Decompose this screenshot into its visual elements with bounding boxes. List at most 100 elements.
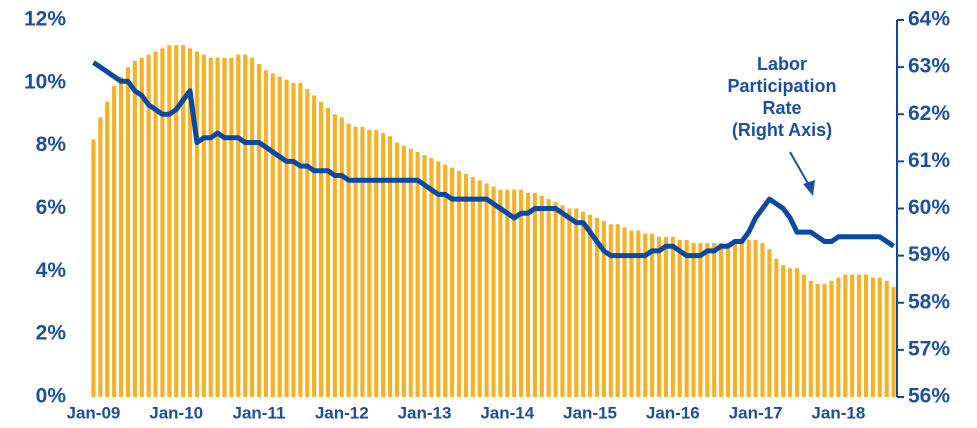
bar <box>112 85 117 397</box>
x-tick-label: Jan-17 <box>729 403 783 422</box>
bar <box>263 70 268 398</box>
bar <box>525 192 531 397</box>
line <box>91 60 896 259</box>
bar <box>622 227 627 397</box>
bar <box>456 170 462 397</box>
bar <box>781 265 786 397</box>
bar <box>381 133 386 397</box>
y2-tick-label: 62% <box>908 102 950 125</box>
y-tick-label: 4% <box>36 259 67 282</box>
bar <box>822 283 827 397</box>
bar <box>181 45 186 398</box>
annotation-arrowhead <box>803 180 815 196</box>
bar <box>801 274 806 397</box>
bar <box>374 129 379 398</box>
bar <box>574 208 579 397</box>
bar <box>270 73 275 398</box>
x-tick-label: Jan-16 <box>646 403 700 422</box>
y-tick-label: 8% <box>36 133 67 156</box>
bar <box>160 48 165 398</box>
bar <box>581 211 586 397</box>
bar <box>877 277 882 397</box>
bar <box>698 243 703 397</box>
bar <box>891 287 896 397</box>
y2-tick-label: 56% <box>908 385 950 408</box>
bar <box>815 283 820 397</box>
bar <box>146 54 151 397</box>
y-tick-label: 10% <box>24 70 66 93</box>
bar <box>843 274 848 397</box>
bar <box>243 54 248 397</box>
bar <box>325 107 331 397</box>
bar <box>884 280 889 397</box>
y2-tick-label: 64% <box>908 8 950 31</box>
bar <box>174 45 179 398</box>
bar <box>277 76 282 398</box>
annotation-arrow <box>789 151 811 188</box>
bar <box>498 189 503 397</box>
bar <box>519 189 524 397</box>
bar <box>250 57 255 397</box>
x-tick-label: Jan-12 <box>315 403 369 422</box>
bar <box>429 158 434 397</box>
annotation: Labor <box>757 54 807 74</box>
x-tick-label: Jan-18 <box>811 403 865 422</box>
bar <box>539 195 544 397</box>
bar <box>829 280 834 397</box>
x-tick-label: Jan-10 <box>149 403 203 422</box>
bar <box>305 89 310 397</box>
y2-tick-label: 59% <box>908 243 950 266</box>
x-tick-label: Jan-14 <box>480 403 534 422</box>
annotation: (Right Axis) <box>732 120 832 140</box>
x-tick-label: Jan-11 <box>233 403 286 422</box>
bar <box>594 217 600 397</box>
bar <box>691 243 696 397</box>
bar <box>836 277 841 397</box>
bar <box>436 161 441 397</box>
bar <box>788 268 793 397</box>
bar <box>201 54 206 397</box>
bar <box>650 233 655 397</box>
y2-tick-label: 57% <box>908 337 950 360</box>
bar <box>215 57 220 397</box>
bar <box>505 189 510 397</box>
bar <box>491 186 496 397</box>
bar <box>794 268 800 397</box>
bar <box>132 60 137 397</box>
bar <box>167 45 172 398</box>
bar <box>760 243 765 397</box>
bar <box>753 239 758 397</box>
bar <box>353 126 358 398</box>
bar <box>470 177 475 397</box>
bar <box>512 189 517 397</box>
bar <box>808 280 813 397</box>
bar <box>546 199 551 397</box>
bar <box>532 192 537 397</box>
bar <box>629 230 634 397</box>
bar <box>118 76 124 398</box>
bar <box>705 243 710 397</box>
x-tick-label: Jan-15 <box>563 403 617 422</box>
bar <box>725 243 731 397</box>
y2-tick-label: 60% <box>908 196 950 219</box>
y-tick-label: 6% <box>36 196 67 219</box>
y-tick-label: 2% <box>36 322 67 345</box>
bar <box>463 173 468 397</box>
bar <box>767 249 772 397</box>
bar <box>298 82 303 397</box>
bar <box>284 79 289 398</box>
bar <box>477 180 482 397</box>
bar <box>415 151 420 397</box>
bar <box>360 126 365 398</box>
bar <box>291 82 296 397</box>
bar <box>312 95 317 398</box>
bar <box>863 274 869 397</box>
bar <box>222 57 227 397</box>
bar <box>367 129 372 398</box>
bar <box>553 202 558 397</box>
bar <box>643 233 648 397</box>
y2-tick-label: 63% <box>908 55 950 78</box>
bar <box>450 167 455 397</box>
bar <box>560 205 565 397</box>
